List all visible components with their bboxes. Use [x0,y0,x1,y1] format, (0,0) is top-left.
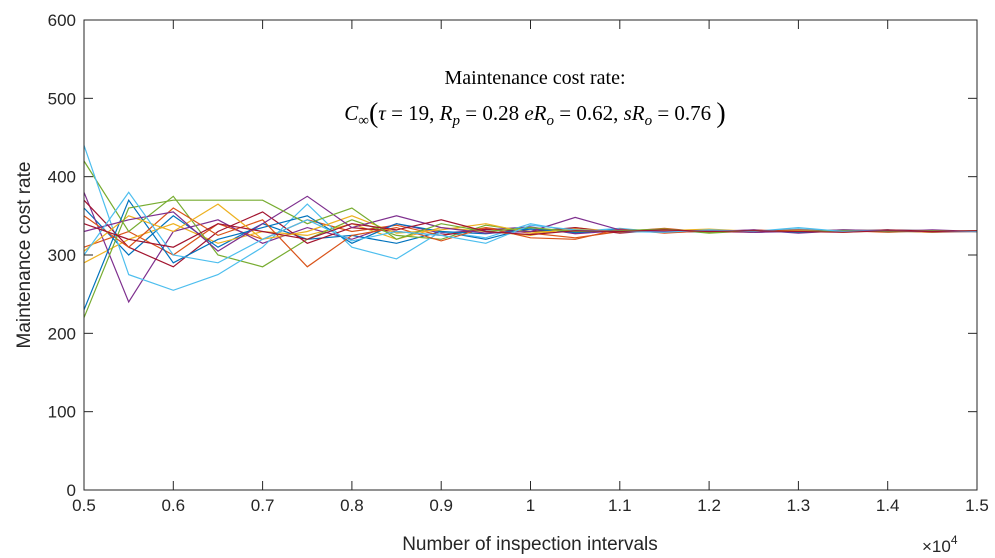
formula-sr-sub: o [645,113,653,129]
formula-close-paren: ) [716,98,725,129]
formula-r-value: = 0.28 [460,101,524,125]
formula-tau-value: = 19, [386,101,440,125]
x-multiplier: ×104 [922,533,958,556]
y-tick-label-2: 200 [48,324,76,343]
formula-sr-value: = 0.76 [652,101,716,125]
formula-r: R [439,101,453,125]
y-tick-label-3: 300 [48,246,76,265]
formula-er: eR [524,101,546,125]
x-tick-label-6: 1.1 [608,496,632,515]
annotation-title: Maintenance cost rate: [444,67,625,89]
x-tick-label-9: 1.4 [876,496,900,515]
formula-sr: sR [624,101,645,125]
y-tick-label-6: 600 [48,11,76,30]
formula-open-paren: ( [369,98,378,129]
formula-tau: τ [378,101,387,125]
annotation-formula: C∞(τ = 19, Rp = 0.28 eRo = 0.62, sRo = 0… [344,98,726,129]
series-line-12 [83,199,978,318]
x-axis-label: Number of inspection intervals [402,534,658,555]
formula-r-sub: p [451,113,460,129]
series-line-14 [83,219,978,248]
series-line-13 [83,191,977,264]
y-tick-label-5: 500 [48,89,76,108]
x-tick-label-2: 0.7 [251,496,275,515]
x-multiplier-base: ×10 [922,537,951,556]
x-tick-label-3: 0.8 [340,496,364,515]
y-tick-label-4: 400 [48,168,76,187]
x-multiplier-exp: 4 [951,533,958,547]
x-tick-label-4: 0.9 [429,496,453,515]
x-tick-label-5: 1 [526,496,535,515]
x-tick-label-10: 1.5 [965,496,989,515]
x-tick-label-0: 0.5 [72,496,96,515]
formula-c-sub: ∞ [358,113,369,129]
ticks-layer: 0.5 0.6 0.7 0.8 0.9 1 1.1 1.2 1.3 1.4 1.5 0 100 200 30… [48,11,989,515]
annotation: Maintenance cost rate: C∞(τ = 19, Rp = 0… [344,67,726,129]
formula-c: C [344,101,359,125]
x-tick-label-8: 1.3 [787,496,811,515]
y-tick-label-1: 100 [48,403,76,422]
formula-er-value: = 0.62, [554,101,624,125]
x-tick-label-7: 1.2 [697,496,721,515]
y-axis-label: Maintenance cost rate [14,162,35,349]
formula-er-sub: o [546,113,554,129]
x-tick-label-1: 0.6 [161,496,185,515]
y-tick-label-0: 0 [67,481,76,500]
series-layer [83,145,978,318]
